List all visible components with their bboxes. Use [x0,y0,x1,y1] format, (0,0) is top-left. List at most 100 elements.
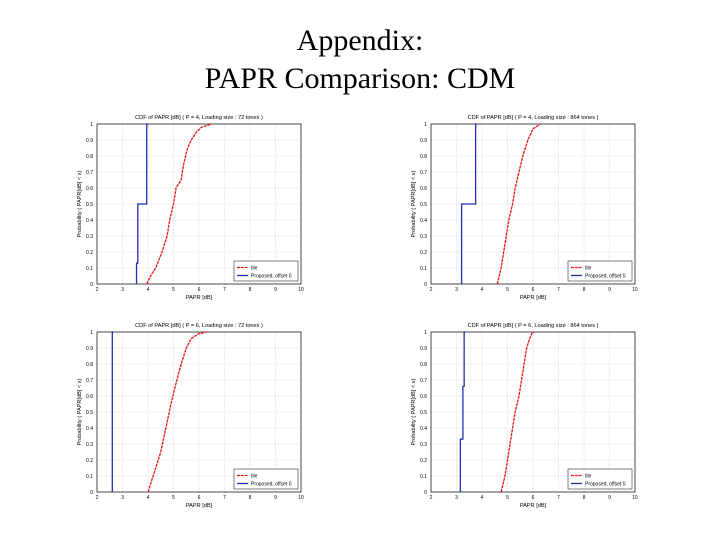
y-tick-label: 0.2 [420,458,427,464]
chart-title: CDF of PAPR [dB] ( P = 6, Loading size :… [468,323,599,329]
x-tick-label: 6 [198,287,201,293]
x-tick-label: 5 [506,287,509,293]
y-tick-label: 0.8 [420,362,427,368]
x-tick-label: 4 [147,287,150,293]
chart-title: CDF of PAPR [dB] ( P = 4, Loading size :… [468,115,599,121]
series-line-tile [146,123,212,285]
plot-frame [96,331,302,493]
x-tick-label: 10 [632,495,638,501]
plot-frame [430,331,636,493]
y-tick-label: 0.4 [86,218,93,224]
x-tick-label: 10 [632,287,638,293]
y-tick-label: 0.5 [420,410,427,416]
y-tick-label: 0.3 [86,442,93,448]
series-line-proposed [460,123,477,284]
y-tick-label: 0.1 [420,266,427,272]
x-tick-label: 3 [121,287,124,293]
legend-label: Proposed, offset 0 [585,273,626,279]
legend: tile Proposed, offset 0 [567,260,633,282]
x-tick-label: 4 [481,495,484,501]
y-tick-label: 1 [424,330,427,336]
x-tick-label: 10 [298,495,304,501]
legend-label: Proposed, offset 0 [585,481,626,487]
x-tick-label: 5 [172,495,175,501]
chart-title: CDF of PAPR [dB] ( P = 6, Loading size :… [135,323,263,329]
y-tick-label: 0.2 [86,250,93,256]
y-tick-label: 0.7 [86,378,93,384]
series-line-proposed [111,331,114,492]
chart-panel-3: 2 3 4 5 6 7 8 9 10 0 0.1 0.2 0.3 0.4 0.5 0.6 0.7 0.8 0.9 1 C… [72,318,312,528]
x-tick-label: 6 [198,495,201,501]
x-tick-label: 10 [298,287,304,293]
slide-title-line-1: Appendix: [296,24,424,57]
chart-panel-4: 2 3 4 5 6 7 8 9 10 0 0.1 0.2 0.3 0.4 0.5 0.6 0.7 0.8 0.9 1 C… [406,318,646,528]
y-tick-label: 0.8 [86,362,93,368]
y-tick-label: 0.7 [420,170,427,176]
x-tick-label: 9 [608,287,611,293]
y-tick-label: 0.9 [420,346,427,352]
y-tick-label: 0.5 [420,202,427,208]
y-tick-label: 0.1 [86,266,93,272]
chart-svg: 2 3 4 5 6 7 8 9 10 0 0.1 0.2 0.3 0.4 0.5 0.6 0.7 0.8 0.9 1 C… [411,115,638,301]
series-line-tile [500,331,535,493]
x-tick-label: 2 [430,495,433,501]
x-tick-label: 3 [455,495,458,501]
legend-label: tile [585,473,592,479]
legend-label: Proposed, offset 0 [251,273,292,279]
y-tick-label: 0.6 [86,186,93,192]
y-tick-label: 0.6 [420,186,427,192]
x-tick-label: 5 [172,287,175,293]
x-tick-label: 6 [532,287,535,293]
y-tick-label: 0.7 [86,170,93,176]
y-tick-label: 0.1 [86,474,93,480]
y-tick-label: 1 [424,122,427,128]
y-tick-label: 0.3 [86,234,93,240]
x-tick-label: 8 [249,495,252,501]
x-tick-label: 9 [274,495,277,501]
legend: tile Proposed, offset 0 [233,260,299,282]
series-line-proposed [135,123,148,284]
y-tick-label: 0.4 [420,218,427,224]
series-line-tile [496,123,541,285]
legend-label: tile [585,265,592,271]
y-tick-label: 0.2 [420,250,427,256]
y-tick-label: 0.3 [420,234,427,240]
y-tick-label: 0.9 [86,138,93,144]
chart-svg: 2 3 4 5 6 7 8 9 10 0 0.1 0.2 0.3 0.4 0.5 0.6 0.7 0.8 0.9 1 C… [77,115,304,301]
legend-box [567,260,633,282]
x-tick-label: 8 [249,287,252,293]
x-axis-label: PAPR [dB] [186,503,213,509]
legend-label: Proposed, offset 0 [251,481,292,487]
y-tick-label: 0.9 [86,346,93,352]
y-axis-label: Probability ( PAPR[dB] < x) [77,378,83,445]
y-axis-label: Probability ( PAPR[dB] < x) [77,170,83,237]
y-tick-label: 0 [90,282,93,288]
legend-label: tile [251,265,258,271]
x-tick-label: 3 [121,495,124,501]
y-tick-label: 0.5 [86,410,93,416]
x-tick-label: 4 [147,495,150,501]
chart-svg: 2 3 4 5 6 7 8 9 10 0 0.1 0.2 0.3 0.4 0.5 0.6 0.7 0.8 0.9 1 C… [411,323,638,509]
y-tick-label: 0.4 [86,426,93,432]
x-tick-label: 2 [96,287,99,293]
legend-box [567,468,633,490]
series-line-proposed [459,331,466,492]
x-axis-label: PAPR [dB] [520,295,547,301]
x-tick-label: 9 [274,287,277,293]
y-tick-label: 0.4 [420,426,427,432]
slide-title-line-2: PAPR Comparison: CDM [204,62,516,95]
legend-box [233,260,299,282]
legend-box [233,468,299,490]
x-axis-label: PAPR [dB] [520,503,547,509]
y-tick-label: 0.6 [420,394,427,400]
y-tick-label: 1 [90,330,93,336]
legend: tile Proposed, offset 0 [233,468,299,490]
y-tick-label: 0 [90,490,93,496]
chart-panel-1: 2 3 4 5 6 7 8 9 10 0 0.1 0.2 0.3 0.4 0.5 0.6 0.7 0.8 0.9 1 C… [72,110,312,320]
y-tick-label: 0.3 [420,442,427,448]
y-axis-label: Probability ( PAPR[dB] < x) [411,378,417,445]
y-tick-label: 0.2 [86,458,93,464]
x-tick-label: 6 [532,495,535,501]
x-tick-label: 9 [608,495,611,501]
y-tick-label: 0.5 [86,202,93,208]
